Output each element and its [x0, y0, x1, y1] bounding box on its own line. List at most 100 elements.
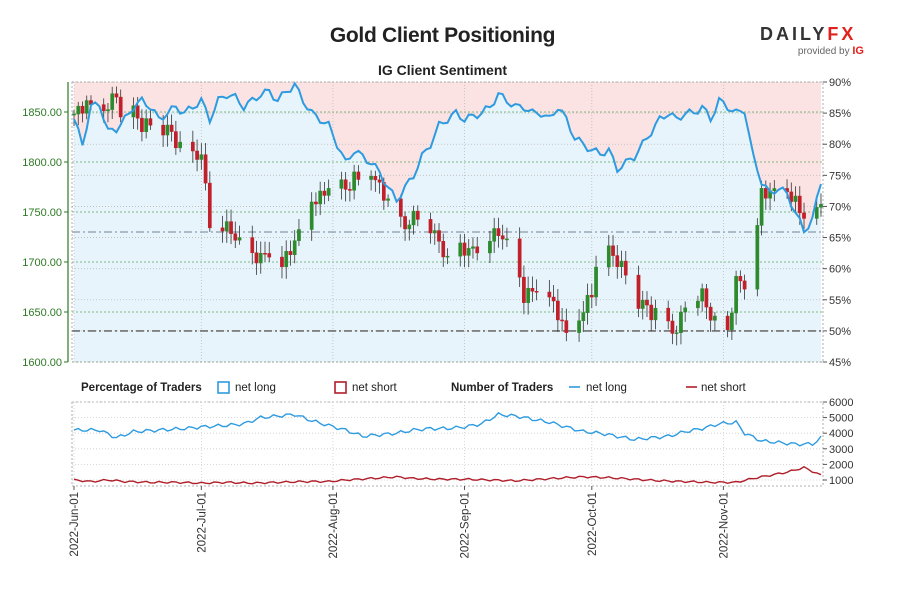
candle	[547, 291, 552, 298]
price-tick-label: 1650.00	[22, 307, 62, 319]
candle	[551, 296, 556, 302]
candle	[789, 191, 794, 202]
candle	[585, 294, 590, 313]
candle	[700, 288, 705, 302]
candle	[140, 117, 144, 132]
candle	[649, 304, 654, 321]
candle	[475, 246, 480, 254]
sub-plot-frame	[71, 401, 824, 487]
candle	[250, 237, 255, 253]
candle	[730, 312, 734, 330]
candle	[318, 190, 323, 205]
candle	[606, 245, 611, 268]
percent-tick-label: 55%	[829, 295, 851, 307]
candle	[110, 93, 115, 110]
net-short-line	[73, 465, 822, 485]
candle	[458, 242, 463, 257]
candle	[169, 124, 174, 132]
candle	[496, 228, 501, 236]
candle	[683, 307, 688, 313]
candle	[534, 291, 539, 293]
candle	[763, 188, 768, 199]
candle	[407, 224, 412, 230]
candle	[802, 212, 806, 219]
candle	[797, 195, 802, 214]
candle	[297, 229, 301, 241]
legend-num-long: net long	[586, 382, 627, 394]
candle	[190, 141, 195, 152]
percent-tick-label: 50%	[829, 326, 851, 338]
traders-tick-label: 5000	[829, 413, 853, 425]
candle	[203, 154, 208, 184]
candle	[356, 171, 361, 180]
candle	[488, 241, 492, 254]
candle	[500, 235, 505, 240]
price-tick-label: 1800.00	[22, 157, 62, 169]
candle	[526, 288, 530, 303]
net-long-line	[73, 411, 822, 447]
candle	[466, 248, 471, 256]
candle	[564, 320, 569, 333]
candle	[679, 311, 683, 334]
candle	[195, 150, 199, 160]
candle	[309, 201, 314, 230]
legend-pct-long: net long	[235, 382, 276, 394]
candle	[280, 256, 284, 268]
price-sentiment-plot: 1600.00 1650.00 1700.00 1750.00 1800.00 1850.…	[22, 77, 851, 369]
percent-tick-label: 80%	[829, 139, 851, 151]
candle	[738, 276, 743, 282]
candle	[258, 253, 263, 264]
candle	[556, 300, 560, 321]
candle	[284, 251, 289, 268]
candle	[80, 105, 85, 114]
price-tick-label: 1700.00	[22, 257, 62, 269]
traders-tick-label: 1000	[829, 475, 853, 487]
price-tick-label: 1600.00	[22, 357, 62, 369]
candle	[594, 266, 598, 298]
sentiment-line	[73, 81, 822, 234]
candle	[581, 312, 586, 321]
candle	[84, 100, 89, 114]
percent-tick-label: 65%	[829, 233, 851, 245]
legend-num-title: Number of Traders	[451, 382, 553, 394]
traders-tick-label: 6000	[829, 397, 853, 409]
candle	[288, 251, 293, 255]
logo-provided-by: provided by IG	[797, 45, 864, 57]
candle	[742, 280, 747, 290]
legend-pct-short: net short	[352, 382, 398, 394]
percent-tick-label: 60%	[829, 264, 851, 276]
candle	[263, 253, 267, 255]
candle	[254, 252, 259, 264]
candle	[386, 198, 390, 201]
candle	[704, 288, 709, 308]
candle	[772, 188, 777, 192]
candle	[144, 118, 149, 132]
number-of-traders-plot: 1000 2000 3000 4000 5000 6000 2022-Jun-01 2022-…	[69, 397, 853, 559]
candle	[577, 320, 581, 333]
date-tick-label: 2022-Oct-01	[587, 492, 599, 556]
candle	[174, 131, 178, 149]
candle	[148, 118, 153, 126]
candle	[373, 175, 378, 181]
candle	[530, 288, 535, 292]
chart-subtitle: IG Client Sentiment	[377, 62, 508, 78]
candle	[759, 188, 764, 226]
percent-tick-label: 75%	[829, 170, 851, 182]
candle	[76, 105, 81, 115]
candle	[178, 141, 182, 149]
candle	[165, 124, 170, 136]
candle	[793, 195, 798, 202]
date-tick-label: 2022-Sep-01	[459, 492, 471, 559]
legend-pct-title: Percentage of Traders	[81, 382, 202, 394]
candle	[292, 240, 297, 255]
candle	[589, 294, 594, 298]
percent-tick-label: 70%	[829, 201, 851, 213]
candle	[118, 96, 123, 118]
candle	[411, 210, 416, 226]
chart-title: Gold Client Positioning	[329, 24, 556, 47]
net-long-fill	[74, 83, 821, 362]
candle	[713, 315, 717, 321]
candle	[615, 255, 620, 267]
candle	[322, 190, 327, 196]
